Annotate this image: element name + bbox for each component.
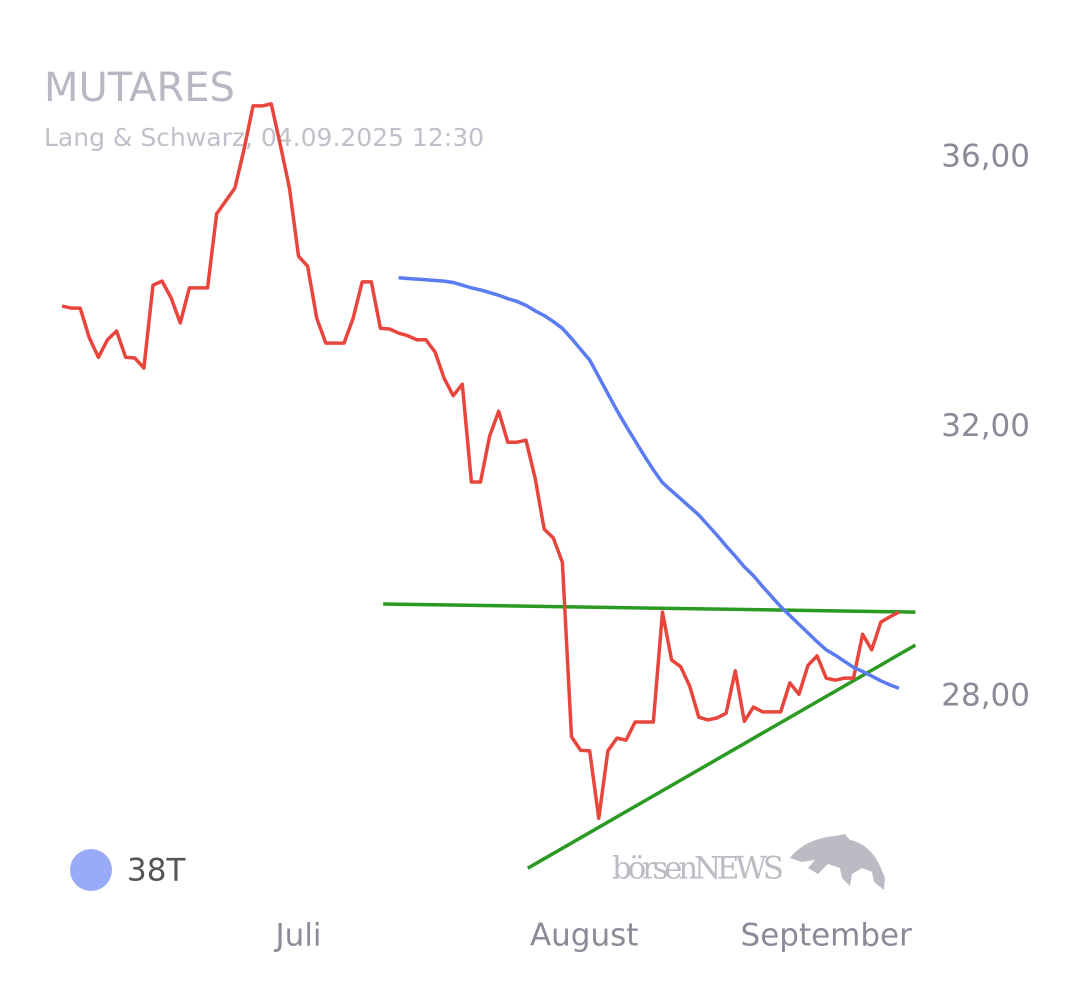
watermark: börsenNEWS: [612, 834, 885, 890]
chart-subtitle: Lang & Schwarz, 04.09.2025 12:30: [44, 123, 484, 152]
y-tick-label: 32,00: [941, 408, 1030, 444]
y-tick-label: 28,00: [941, 678, 1030, 714]
trendline: [383, 602, 916, 614]
watermark-text: börsenNEWS: [612, 851, 784, 887]
bull-icon: [790, 834, 885, 890]
line-series: [61, 102, 900, 821]
trendline: [526, 643, 917, 870]
x-tick-label: Juli: [274, 918, 322, 954]
x-tick-label: September: [741, 918, 913, 954]
y-tick-label: 36,00: [941, 138, 1030, 174]
legend-marker: [70, 849, 112, 891]
chart-title: MUTARES: [44, 65, 235, 111]
legend-label: 38T: [127, 853, 186, 889]
line-series: [398, 276, 900, 690]
x-tick-label: August: [530, 918, 639, 954]
